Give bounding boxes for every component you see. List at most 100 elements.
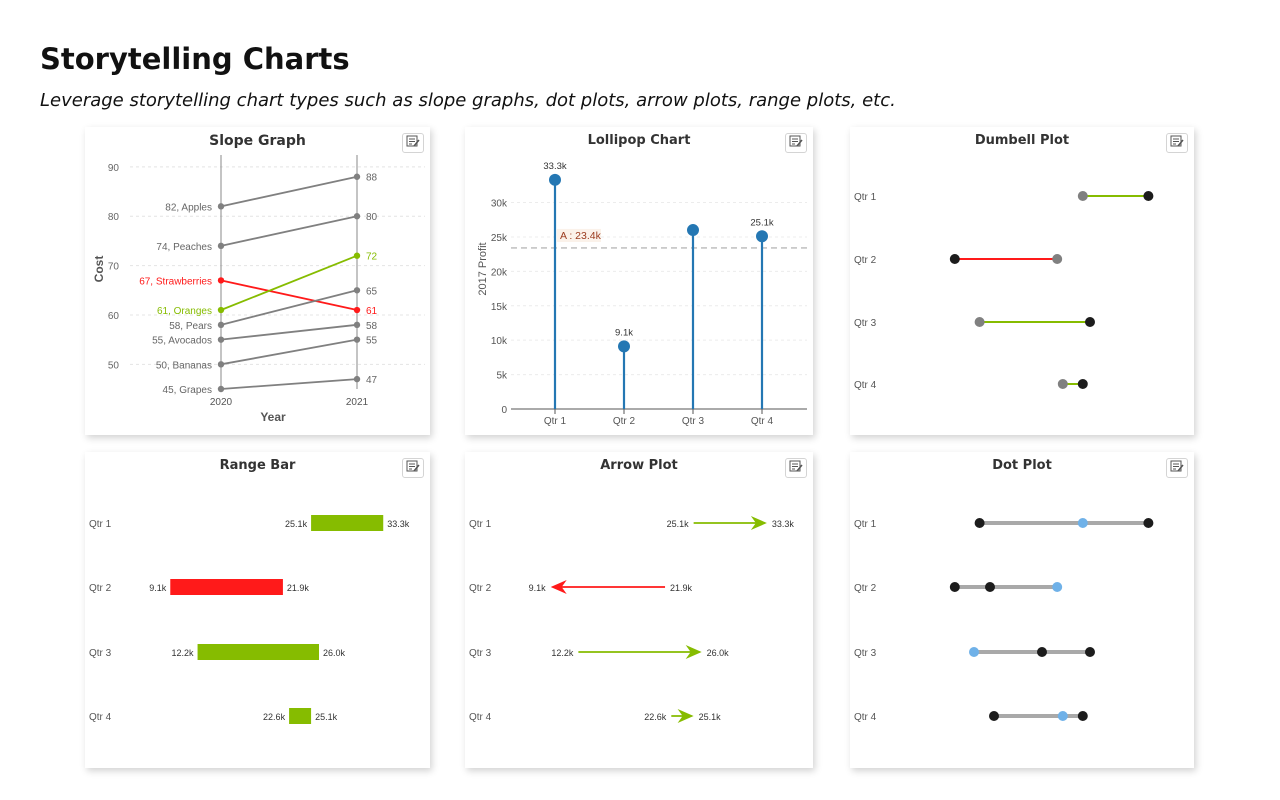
slope-line	[220, 279, 358, 311]
chart-menu-icon	[406, 134, 420, 152]
menu-icon-frame	[789, 460, 801, 472]
dot-plot-menu-button[interactable]	[1166, 458, 1188, 478]
dot-category-label: Qtr 3	[854, 648, 877, 659]
range-bar-card: Range Bar Qtr 1 25.1k 33.3k Qtr 2 9.1k 21.9k Q…	[85, 452, 430, 768]
lollipop-x-tick-label: Qtr 2	[613, 416, 636, 427]
lollipop-y-tick-label: 10k	[491, 336, 508, 347]
lollipop-value-label: 9.1k	[615, 327, 633, 338]
slope-right-value: 80	[366, 212, 378, 223]
slope-graph-title: Slope Graph	[209, 133, 306, 149]
chart-menu-icon	[406, 135, 420, 147]
arrow-to-label: 26.0k	[707, 648, 730, 658]
slope-line	[220, 338, 358, 366]
range-bar	[197, 644, 319, 660]
dumbbell-plot-menu-button[interactable]	[1166, 133, 1188, 153]
lollipop-y-tick-label: 15k	[491, 302, 508, 313]
lollipop-head	[756, 230, 768, 243]
lollipop-y-tick-label: 5k	[496, 371, 508, 382]
dot-marker	[949, 582, 960, 592]
arrow-plot-menu-button[interactable]	[785, 458, 807, 478]
dumbbell-category-label: Qtr 4	[854, 380, 877, 391]
menu-icon-pencil	[796, 464, 803, 472]
slope-graph-menu-button[interactable]	[402, 133, 424, 153]
dumbbell-category-label: Qtr 3	[854, 318, 877, 329]
slope-point	[353, 375, 361, 383]
range-bar	[311, 515, 384, 531]
range-bar-plot: Qtr 1 25.1k 33.3k Qtr 2 9.1k 21.9k Qtr 3 12.2k 2…	[89, 515, 410, 724]
dot-marker	[974, 518, 985, 528]
slope-graph-card: Slope Graph 50 60 70 80 90 82, Apples 88 74, Pe…	[85, 127, 430, 435]
slope-line	[220, 289, 358, 326]
slope-x-tick-label: 2020	[210, 397, 233, 408]
slope-y-axis-title: Cost	[92, 256, 106, 283]
slope-point	[353, 173, 361, 180]
dot-category-label: Qtr 4	[854, 712, 877, 723]
arrow-plot-card: Arrow Plot Qtr 1 25.1k 33.3k Qtr 2 21.9k 9.1k…	[465, 452, 813, 768]
range-high-label: 33.3k	[387, 519, 410, 529]
lollipop-y-tick-label: 30k	[491, 199, 508, 210]
slope-line	[220, 215, 358, 247]
slope-y-tick-label: 50	[108, 360, 120, 371]
arrow-head	[750, 516, 767, 530]
arrow-plot-title: Arrow Plot	[600, 458, 678, 473]
dot-plot-title: Dot Plot	[992, 458, 1052, 473]
range-low-label: 9.1k	[149, 583, 167, 593]
arrow-category-label: Qtr 3	[469, 648, 492, 659]
slope-right-value: 58	[366, 321, 378, 332]
dot-highlight-marker	[969, 647, 979, 657]
dumbbell-category-label: Qtr 2	[854, 255, 877, 266]
arrow-category-label: Qtr 4	[469, 712, 492, 723]
chart-menu-icon	[789, 134, 803, 152]
range-bar	[289, 708, 312, 724]
slope-point	[217, 321, 225, 329]
arrow-to-label: 25.1k	[699, 712, 722, 722]
menu-icon-pencil	[1177, 139, 1184, 147]
slope-point	[353, 321, 361, 329]
dot-marker	[1143, 518, 1154, 528]
range-category-label: Qtr 2	[89, 583, 112, 594]
arrow-category-label: Qtr 2	[469, 583, 492, 594]
slope-line	[220, 175, 358, 208]
lollipop-average-label-bg	[557, 228, 601, 242]
slope-left-label: 50, Bananas	[156, 360, 212, 371]
lollipop-y-tick-label: 0	[501, 405, 507, 416]
dumbbell-start-dot	[1052, 254, 1063, 264]
chart-menu-icon	[789, 135, 803, 147]
slope-point	[353, 287, 361, 294]
arrow-from-label: 12.2k	[551, 648, 574, 658]
menu-icon-pencil	[1177, 464, 1184, 472]
range-high-label: 25.1k	[315, 712, 338, 722]
menu-icon-frame	[406, 460, 418, 472]
chart-menu-icon	[789, 460, 803, 472]
slope-point	[353, 336, 361, 343]
dot-highlight-marker	[1052, 582, 1063, 592]
slope-point	[217, 203, 225, 210]
lollipop-head	[618, 340, 630, 353]
chart-menu-icon	[406, 460, 420, 472]
range-bar-menu-button[interactable]	[402, 458, 424, 478]
dot-highlight-marker	[1077, 518, 1088, 528]
slope-point	[217, 277, 225, 284]
slope-point	[353, 213, 361, 220]
lollipop-chart-card: Lollipop Chart 0 5k 10k 15k 20k 25k 30k A : 23.…	[465, 127, 813, 435]
dumbbell-plot-plot: Qtr 1 Qtr 2 Qtr 3 Qtr 4	[854, 191, 1154, 391]
range-low-label: 25.1k	[285, 519, 308, 529]
dumbbell-end-dot	[1077, 379, 1088, 389]
slope-left-label: 67, Strawberries	[139, 276, 212, 287]
menu-icon-frame	[789, 135, 801, 147]
slope-left-label: 74, Peaches	[156, 242, 212, 253]
dot-plot-plot: Qtr 1 Qtr 2 Qtr 3 Qtr 4	[854, 518, 1154, 723]
lollipop-chart-menu-button[interactable]	[785, 133, 807, 153]
menu-icon-frame	[1170, 135, 1182, 147]
range-high-label: 21.9k	[287, 583, 310, 593]
slope-line	[220, 323, 358, 341]
lollipop-chart-plot: 0 5k 10k 15k 20k 25k 30k A : 23.4k 33.3k Qtr 1 9.1…	[477, 161, 807, 427]
arrow-from-label: 25.1k	[667, 519, 690, 529]
slope-left-label: 82, Apples	[165, 202, 212, 213]
lollipop-head	[687, 224, 699, 237]
lollipop-value-label: 25.1k	[750, 217, 773, 228]
arrow-to-label: 9.1k	[529, 583, 547, 593]
chart-menu-icon	[789, 459, 803, 477]
lollipop-head	[549, 173, 561, 186]
slope-point	[353, 306, 361, 314]
